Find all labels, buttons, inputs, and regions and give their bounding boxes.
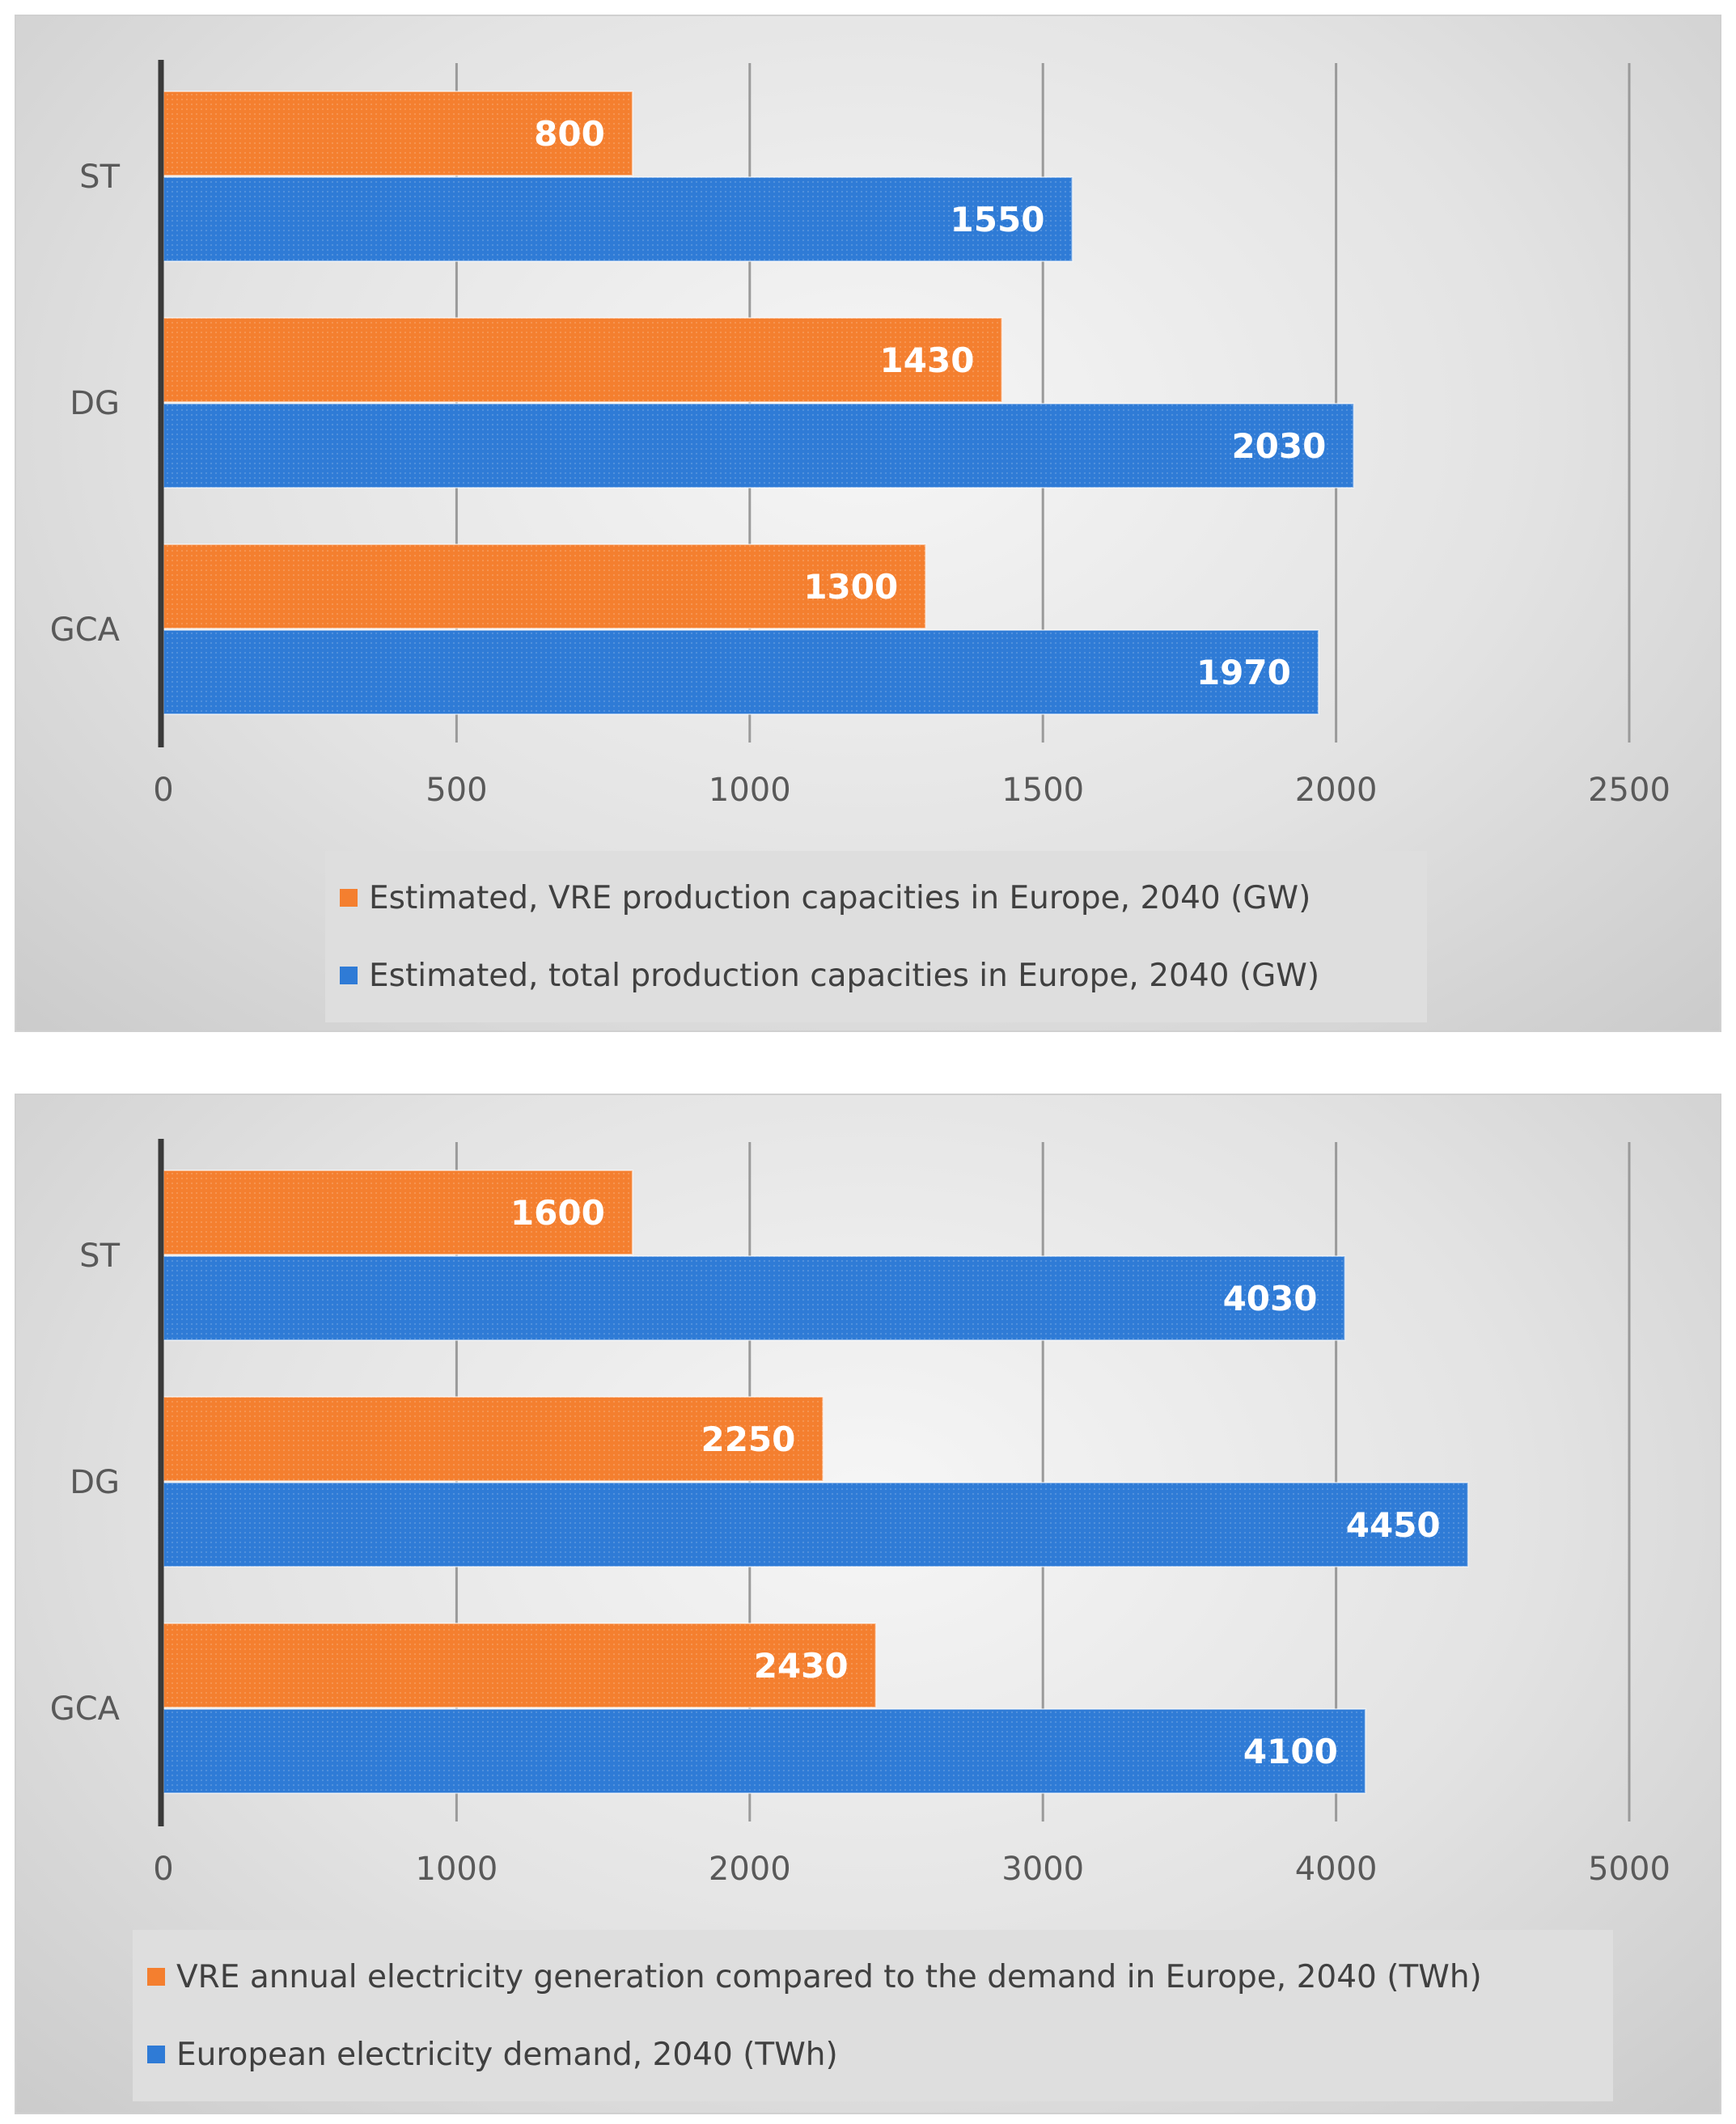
legend-item: European electricity demand, 2040 (TWh) [147, 2016, 1598, 2093]
bar [163, 176, 1073, 262]
category-label: DG [70, 385, 120, 422]
legend-swatch-orange [147, 1968, 165, 1986]
legend: VRE annual electricity generation compar… [133, 1930, 1613, 2101]
chart-panel-generation: 1600 4030 ST 2250 4450 DG 2430 4100 GCA 0 1000 2000… [15, 1094, 1721, 2114]
legend-item: Estimated, total production capacities i… [340, 937, 1412, 1014]
bar [163, 1255, 1346, 1341]
legend-label: European electricity demand, 2040 (TWh) [176, 2036, 838, 2073]
data-label: 1550 [951, 200, 1045, 239]
x-tick-label: 1000 [416, 1851, 498, 1888]
x-tick-label: 0 [153, 1851, 173, 1888]
bar [163, 629, 1319, 715]
data-label: 4100 [1243, 1732, 1338, 1771]
category-label: ST [79, 159, 120, 196]
x-tick-label: 1500 [1001, 772, 1084, 809]
x-tick-label: 3000 [1001, 1851, 1084, 1888]
category-label: GCA [50, 1690, 121, 1728]
bar [163, 1170, 633, 1255]
bar [163, 403, 1355, 489]
legend-label: Estimated, total production capacities i… [369, 957, 1320, 994]
data-label: 1970 [1196, 653, 1291, 692]
legend-swatch-blue [340, 967, 358, 984]
bar [163, 1482, 1469, 1568]
data-label: 1600 [510, 1193, 605, 1233]
data-label: 2430 [754, 1646, 849, 1686]
x-tick-label: 1000 [709, 772, 791, 809]
x-tick-label: 5000 [1588, 1851, 1670, 1888]
x-tick-label: 2000 [1295, 772, 1378, 809]
bar [163, 1396, 824, 1482]
legend-swatch-blue [147, 2046, 165, 2063]
data-label: 1300 [803, 567, 898, 607]
bar [163, 317, 1003, 403]
bar [163, 544, 927, 629]
chart-panel-capacities: 800 1550 ST 1430 2030 DG 1300 1970 GCA 0 500 1000 15… [15, 15, 1721, 1032]
legend-item: VRE annual electricity generation compar… [147, 1938, 1598, 2016]
x-tick-label: 500 [426, 772, 487, 809]
data-label: 2030 [1231, 426, 1326, 466]
legend: Estimated, VRE production capacities in … [325, 851, 1427, 1022]
data-label: 800 [534, 114, 605, 154]
data-label: 1430 [880, 341, 975, 380]
bar [163, 91, 633, 176]
category-label: GCA [50, 611, 121, 649]
data-label: 4450 [1346, 1505, 1441, 1545]
x-tick-label: 0 [153, 772, 173, 809]
data-label: 4030 [1223, 1279, 1318, 1318]
chart-capacities: 800 1550 ST 1430 2030 DG 1300 1970 GCA 0 500 1000 15… [50, 60, 1670, 809]
chart-generation: 1600 4030 ST 2250 4450 DG 2430 4100 GCA 0 1000 2000… [50, 1139, 1670, 1888]
bar [163, 1708, 1366, 1794]
legend-label: VRE annual electricity generation compar… [176, 1958, 1482, 1995]
x-tick-label: 4000 [1295, 1851, 1378, 1888]
category-label: ST [79, 1238, 120, 1275]
legend-label: Estimated, VRE production capacities in … [369, 879, 1311, 916]
bar [163, 1623, 877, 1708]
data-label: 2250 [701, 1420, 795, 1459]
legend-swatch-orange [340, 889, 358, 907]
x-tick-label: 2000 [709, 1851, 791, 1888]
legend-item: Estimated, VRE production capacities in … [340, 859, 1412, 937]
x-tick-label: 2500 [1588, 772, 1670, 809]
category-label: DG [70, 1464, 120, 1501]
